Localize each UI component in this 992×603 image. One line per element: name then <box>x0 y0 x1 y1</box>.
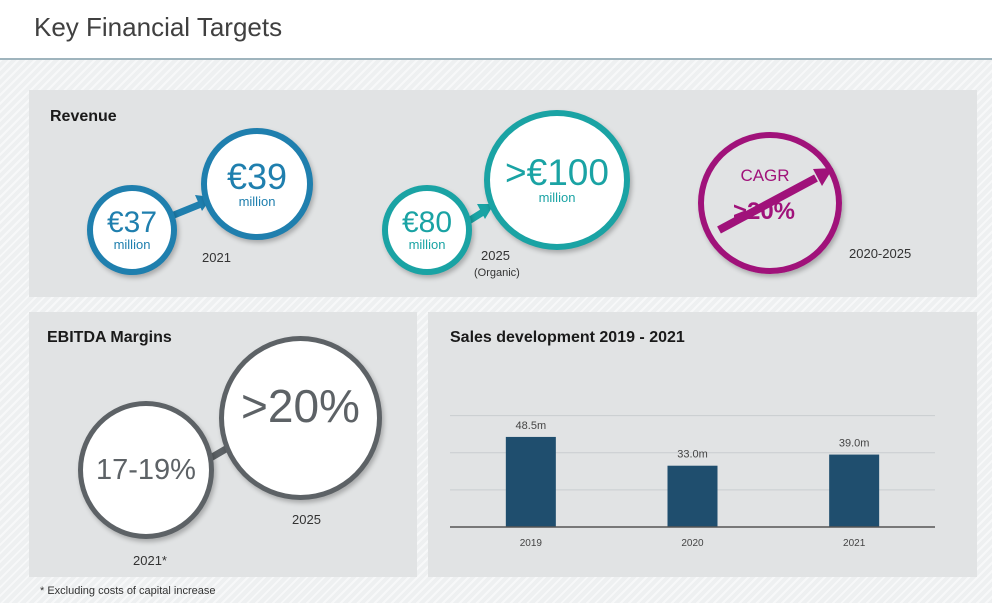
ebitda-panel: EBITDA Margins 17-19% >20% 2025 2021* <box>29 312 417 577</box>
chart-bar-2021 <box>829 454 880 527</box>
revenue-2025-to-value: >€100 <box>505 152 609 194</box>
chart-data-label-2021: 39.0m <box>839 438 870 450</box>
chart-tick-label-2019: 2019 <box>520 538 543 549</box>
revenue-2025-to-unit: million <box>538 190 576 206</box>
revenue-2021-from-circle: €37 million <box>87 185 177 275</box>
ebitda-2021-circle: 17-19% <box>78 401 214 539</box>
revenue-cagr-value: >20% <box>732 198 796 225</box>
sales-bar-chart: 48.5m 2019 33.0m 2020 39.0m 2021 <box>450 415 935 549</box>
sales-panel: Sales development 2019 - 2021 48.5m 2019 3… <box>428 312 977 577</box>
revenue-2021-from-value: €37 <box>106 205 158 239</box>
revenue-2025-from-unit: million <box>408 236 446 252</box>
sales-heading: Sales development 2019 - 2021 <box>450 329 685 346</box>
footnote: * Excluding costs of capital increase <box>40 585 216 597</box>
revenue-label-2025: 2025 <box>481 248 510 263</box>
revenue-2025-to-circle: >€100 million <box>484 110 630 250</box>
ebitda-2021-value: 17-19% <box>96 453 196 486</box>
title-divider <box>0 58 992 60</box>
revenue-label-2021: 2021 <box>202 250 231 265</box>
ebitda-heading: EBITDA Margins <box>47 329 172 346</box>
revenue-2021-to-circle: €39 million <box>201 128 313 240</box>
chart-data-label-2019: 48.5m <box>516 420 547 432</box>
chart-tick-label-2021: 2021 <box>843 538 866 549</box>
revenue-2021-to-unit: million <box>238 193 276 209</box>
revenue-panel: Revenue €37 million €39 million 2021 €80… <box>29 90 977 297</box>
revenue-2021-from-unit: million <box>113 236 151 252</box>
revenue-cagr-label: CAGR <box>740 166 790 185</box>
chart-bar-2020 <box>667 465 718 527</box>
chart-data-label-2020: 33.0m <box>677 449 708 461</box>
revenue-2025-from-value: €80 <box>401 205 453 239</box>
ebitda-2025-value: >20% <box>241 380 360 432</box>
chart-bar-2019 <box>505 436 556 527</box>
chart-tick-label-2020: 2020 <box>681 538 704 549</box>
ebitda-2025-circle: >20% <box>219 336 382 500</box>
ebitda-label-2021: 2021* <box>133 553 167 568</box>
page-title: Key Financial Targets <box>34 12 283 42</box>
ebitda-label-2025: 2025 <box>292 512 321 527</box>
revenue-2021-to-value: €39 <box>226 155 288 197</box>
revenue-label-organic: (Organic) <box>474 267 520 279</box>
revenue-2025-from-circle: €80 million <box>382 185 472 275</box>
revenue-label-period: 2020-2025 <box>849 246 912 261</box>
revenue-heading: Revenue <box>50 108 117 125</box>
revenue-cagr-circle: CAGR >20% <box>698 132 842 274</box>
